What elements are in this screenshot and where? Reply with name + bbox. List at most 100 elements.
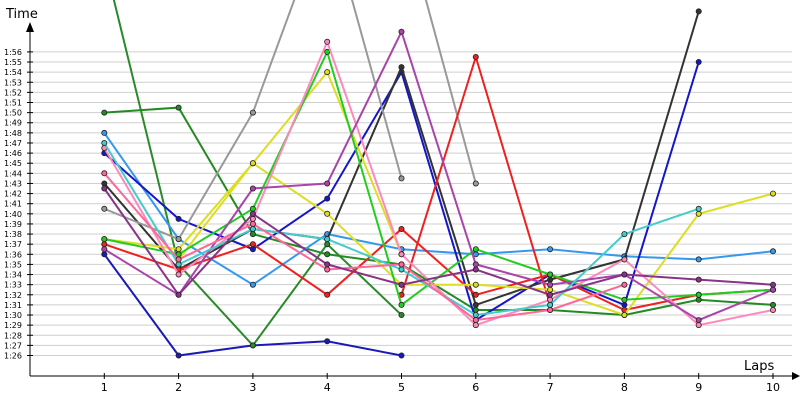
y-tick-label: 1:43	[4, 179, 22, 188]
data-point	[398, 175, 405, 182]
y-tick-label: 1:47	[4, 139, 22, 148]
data-point	[175, 104, 182, 111]
data-point	[695, 291, 702, 298]
y-tick-label: 1:48	[4, 129, 22, 138]
data-point	[472, 317, 479, 324]
data-point	[249, 342, 256, 349]
series-6	[101, 0, 405, 243]
data-point	[324, 180, 331, 187]
x-tick-label: 5	[398, 381, 405, 394]
x-axis-title: Laps	[744, 359, 774, 374]
data-point	[101, 251, 108, 258]
data-point	[472, 311, 479, 318]
data-point	[101, 170, 108, 177]
series-7	[424, 0, 479, 187]
data-point	[101, 185, 108, 192]
data-point	[324, 338, 331, 345]
data-point	[324, 48, 331, 55]
data-point	[621, 311, 628, 318]
y-tick-label: 1:31	[4, 301, 22, 310]
y-tick-label: 1:54	[4, 68, 22, 77]
data-point	[324, 236, 331, 243]
data-point	[324, 291, 331, 298]
y-tick-label: 1:40	[4, 210, 22, 219]
data-point	[621, 271, 628, 278]
data-point	[398, 251, 405, 258]
data-point	[547, 281, 554, 288]
data-point	[770, 281, 777, 288]
y-tick-label: 1:53	[4, 78, 22, 87]
data-point	[398, 64, 405, 71]
data-point	[770, 248, 777, 255]
y-tick-label: 1:33	[4, 281, 22, 290]
data-point	[695, 8, 702, 15]
series-line	[104, 106, 774, 317]
y-tick-label: 1:49	[4, 119, 22, 128]
y-tick-labels: 1:26 1:271:281:291:301:311:321:331:34 1:35…	[4, 48, 33, 361]
data-point	[101, 236, 108, 243]
data-point	[695, 59, 702, 66]
x-tick-label: 6	[472, 381, 479, 394]
y-tick-label: 1:42	[4, 190, 22, 199]
data-point	[175, 256, 182, 263]
data-point	[695, 296, 702, 303]
data-point	[101, 205, 108, 212]
x-tick-label: 2	[175, 381, 182, 394]
data-point	[621, 256, 628, 263]
x-tick-label: 1	[101, 381, 108, 394]
data-point	[398, 301, 405, 308]
data-point	[472, 261, 479, 268]
series-16	[101, 170, 628, 324]
data-point	[547, 301, 554, 308]
data-point	[472, 291, 479, 298]
x-tick-label: 7	[547, 381, 554, 394]
y-tick-label: 1:50	[4, 109, 22, 118]
data-point	[695, 256, 702, 263]
data-point	[547, 271, 554, 278]
data-point	[175, 261, 182, 268]
data-point	[398, 261, 405, 268]
data-point	[324, 210, 331, 217]
data-point	[101, 241, 108, 248]
data-point	[249, 210, 256, 217]
data-point	[101, 180, 108, 187]
series-line	[103, 172, 625, 322]
series-line	[177, 70, 403, 261]
data-point	[398, 225, 405, 232]
data-point	[547, 296, 554, 303]
series-line	[103, 132, 774, 286]
data-point	[324, 266, 331, 273]
data-point	[249, 241, 256, 248]
y-tick-label: 1:28	[4, 331, 22, 340]
series-2	[101, 104, 777, 318]
data-point	[547, 246, 554, 253]
y-tick-label: 1:27	[4, 341, 22, 350]
data-point	[398, 28, 405, 35]
data-point	[249, 231, 256, 238]
data-point	[770, 190, 777, 197]
data-point	[249, 185, 256, 192]
data-point	[695, 317, 702, 324]
series-line	[424, 0, 477, 184]
data-point	[621, 301, 628, 308]
data-point	[175, 352, 182, 359]
data-point	[249, 225, 256, 232]
y-tick-label: 1:32	[4, 291, 22, 300]
data-point	[770, 306, 777, 313]
data-point	[175, 215, 182, 222]
x-tick-label: 4	[324, 381, 331, 394]
data-point	[101, 246, 108, 253]
data-point	[472, 246, 479, 253]
y-tick-label: 1:51	[4, 99, 22, 108]
y-tick-label: 1:38	[4, 230, 22, 239]
data-point	[621, 281, 628, 288]
series-line	[103, 11, 700, 307]
x-tick-label: 8	[621, 381, 628, 394]
y-tick-label: 1:29	[4, 321, 22, 330]
y-tick-label: 1:45	[4, 159, 22, 168]
x-tick-label: 10	[766, 381, 780, 394]
x-tick-label: 9	[695, 381, 702, 394]
data-point	[249, 246, 256, 253]
data-point	[249, 205, 256, 212]
data-point	[101, 139, 108, 146]
